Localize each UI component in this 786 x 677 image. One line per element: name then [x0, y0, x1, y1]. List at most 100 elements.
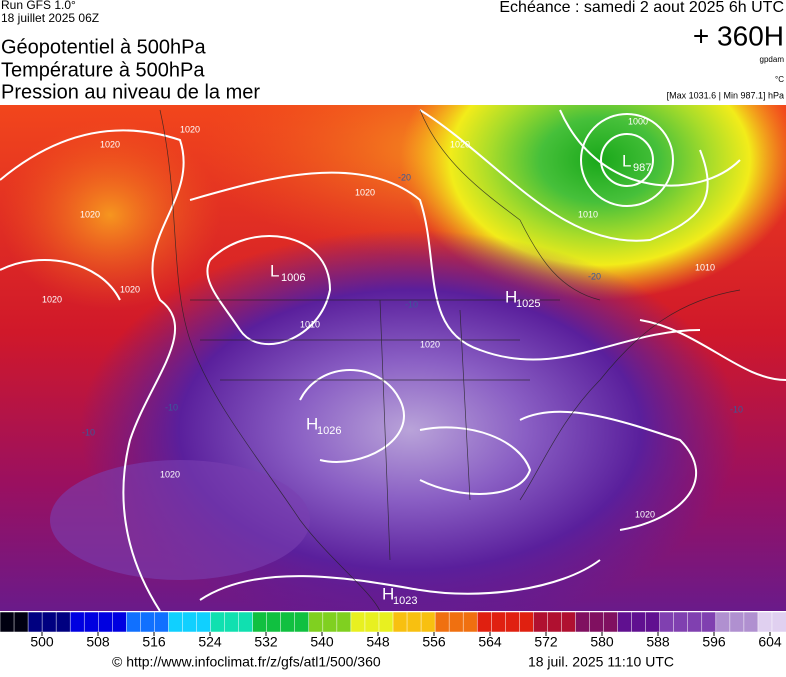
title: Température à 500hPa [1, 59, 205, 81]
isobar-label: 1010 [578, 209, 598, 219]
colorbar-cell [701, 611, 717, 633]
colorbar-cell [41, 611, 57, 633]
colorbar-cell [505, 611, 521, 633]
colorbar-label: 508 [86, 634, 110, 650]
colorbar-cell [252, 611, 268, 633]
colorbar-cell [491, 611, 507, 633]
colorbar-label: 500 [30, 634, 54, 650]
temp-label: -10 [730, 404, 743, 414]
pressure-value: 1025 [516, 298, 540, 310]
colorbar-cell [392, 611, 408, 633]
pressure-center: L [622, 151, 631, 170]
colorbar: 500 508 516 524 532 540 548 556 564 572 580 588 596 6… [0, 611, 786, 650]
colorbar-label: 556 [422, 634, 446, 650]
colorbar-label: 580 [590, 634, 614, 650]
unit: gpdam [760, 55, 785, 64]
colorbar-cell [448, 611, 464, 633]
colorbar-cell [294, 611, 310, 633]
temp-label: -20 [588, 271, 601, 281]
colorbar-cell [27, 611, 43, 633]
isobar-label: 1020 [180, 124, 200, 134]
isobar-label: 1020 [100, 139, 120, 149]
colorbar-cell [378, 611, 394, 633]
pressure-value: 1026 [317, 425, 341, 437]
pressure-value: 1023 [393, 595, 417, 607]
colorbar-cell [561, 611, 577, 633]
unit: °C [775, 75, 784, 84]
colorbar-cell [476, 611, 493, 633]
colorbar-cell [308, 611, 324, 633]
isobar-label: 1000 [628, 116, 648, 126]
colorbar-cell [406, 611, 422, 633]
colorbar-cell [238, 611, 254, 633]
isobar-label: 1010 [695, 262, 715, 272]
colorbar-cell [743, 611, 759, 633]
isobar-label: 1020 [120, 284, 140, 294]
temp-label: -10 [82, 427, 95, 437]
colorbar-cell [280, 611, 296, 633]
range: [Max 1031.6 | Min 987.1] hPa [667, 90, 784, 100]
colorbar-cell [589, 611, 605, 633]
isobar-label: 1020 [80, 209, 100, 219]
isobar-label: 1010 [300, 319, 320, 329]
colorbar-cell [224, 611, 240, 633]
colorbar-cell [729, 611, 745, 633]
colorbar-cell [0, 611, 15, 633]
colorbar-cell [210, 611, 226, 633]
pressure-center: H [505, 287, 517, 306]
title: Pression au niveau de la mer [1, 81, 260, 103]
colorbar-cell [645, 611, 661, 633]
colorbar-cell [55, 611, 71, 633]
colorbar-cell [519, 611, 535, 633]
isobar-label: 1020 [355, 187, 375, 197]
colorbar-cell [112, 611, 128, 633]
colorbar-label: 604 [758, 634, 782, 650]
colorbar-label: 588 [646, 634, 670, 650]
colorbar-cell [715, 611, 731, 633]
colorbar-label: 524 [198, 634, 222, 650]
colorbar-cell [659, 611, 675, 633]
colorbar-cell [771, 611, 786, 633]
temp-label: -10 [165, 402, 178, 412]
pressure-center: H [306, 414, 318, 433]
colorbar-cell [547, 611, 563, 633]
colorbar-cell [182, 611, 198, 633]
colorbar-cell [154, 611, 170, 633]
colorbar-cell [140, 611, 156, 633]
isobar-label: 1020 [42, 294, 62, 304]
offset: + 360H [693, 20, 784, 51]
colorbar-cell [322, 611, 338, 633]
colorbar-label: 564 [478, 634, 502, 650]
colorbar-label: 548 [366, 634, 390, 650]
colorbar-cell [69, 611, 85, 633]
colorbar-cell [98, 611, 114, 633]
run-date: 18 juillet 2025 06Z [1, 11, 99, 25]
footer-url[interactable]: © http://www.infoclimat.fr/z/gfs/atl1/50… [112, 654, 381, 670]
pressure-center: L [270, 261, 279, 280]
pressure-center: H [382, 584, 394, 603]
pressure-value: 987 [633, 162, 651, 174]
colorbar-cell [575, 611, 591, 633]
colorbar-cell [336, 611, 352, 633]
colorbar-cell [673, 611, 689, 633]
colorbar-label: 532 [254, 634, 278, 650]
colorbar-cell [126, 611, 142, 633]
footer-date: 18 juil. 2025 11:10 UTC [528, 654, 674, 670]
colorbar-cell [196, 611, 212, 633]
run: Run GFS 1.0° [1, 0, 76, 12]
colorbar-cell [364, 611, 380, 633]
colorbar-label: 540 [310, 634, 334, 650]
colorbar-cell [13, 611, 29, 633]
isobar-label: 1020 [160, 469, 180, 479]
colorbar-cell [617, 611, 633, 633]
temp-label: -20 [398, 172, 411, 182]
echeance: Echéance : samedi 2 aout 2025 6h UTC [499, 0, 784, 16]
colorbar-cell [266, 611, 282, 633]
isobar-label: 1020 [635, 509, 655, 519]
colorbar-cell [757, 611, 773, 633]
title: Géopotentiel à 500hPa [1, 36, 206, 58]
colorbar-cell [533, 611, 549, 633]
isobar-label: 1020 [420, 339, 440, 349]
